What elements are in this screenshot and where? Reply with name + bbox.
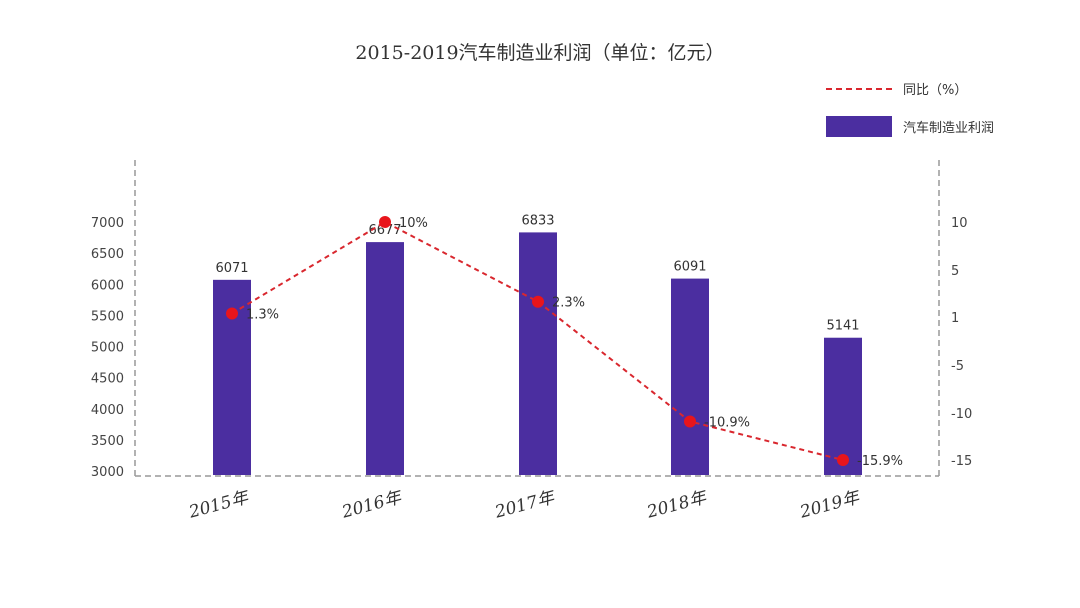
category-label: 2015年 — [186, 487, 252, 523]
left-tick-label: 3000 — [91, 465, 124, 480]
category-label: 2017年 — [492, 487, 558, 523]
right-tick-label: 10 — [951, 216, 968, 231]
left-tick-label: 6500 — [91, 247, 124, 262]
right-tick-label: 1 — [951, 311, 959, 326]
legend-line-label: 同比（%） — [903, 83, 967, 98]
left-tick-label: 5500 — [91, 309, 124, 324]
left-tick-labels: 3000 3500 4000 4500 5000 5500 6000 6500 7000 — [91, 216, 124, 480]
right-tick-labels: 10 5 1 -5 -10 -15 — [951, 216, 972, 469]
line-value-label: 2.3% — [552, 296, 585, 311]
bar-value-label: 6071 — [215, 261, 248, 276]
left-tick-label: 5000 — [91, 341, 124, 356]
line-point — [379, 216, 391, 228]
legend-bar-label: 汽车制造业利润 — [903, 120, 994, 136]
right-tick-label: -5 — [951, 359, 964, 374]
category-label: 2018年 — [644, 487, 710, 523]
line-point — [837, 454, 849, 466]
line-value-label: -15.9% — [857, 454, 903, 469]
left-tick-label: 4500 — [91, 372, 124, 387]
bar-value-label: 6091 — [673, 260, 706, 275]
axes — [134, 160, 940, 477]
bar-value-label: 5141 — [826, 319, 859, 334]
chart-title: 2015-2019汽车制造业利润（单位：亿元） — [355, 42, 724, 64]
line-value-label: 10% — [399, 216, 428, 231]
left-tick-label: 3500 — [91, 434, 124, 449]
line-point — [226, 307, 238, 320]
category-label: 2016年 — [339, 487, 405, 523]
line-value-label: 1.3% — [246, 307, 279, 322]
bar-value-label: 6833 — [521, 213, 554, 228]
right-tick-label: -15 — [951, 454, 972, 469]
bar — [366, 242, 404, 475]
category-label: 2019年 — [797, 487, 863, 523]
right-tick-label: 5 — [951, 264, 959, 279]
bar-value-label: 6677 — [368, 223, 401, 238]
line-value-label: -10.9% — [704, 415, 750, 430]
bar-value-labels: 6071 6677 6833 6091 5141 — [215, 213, 859, 333]
line-point — [532, 295, 544, 308]
left-tick-label: 6000 — [91, 278, 124, 293]
left-tick-label: 7000 — [91, 216, 124, 231]
legend: 同比（%） 汽车制造业利润 — [826, 83, 994, 137]
bar — [519, 232, 557, 475]
right-tick-label: -10 — [951, 407, 972, 422]
left-tick-label: 4000 — [91, 403, 124, 418]
legend-bar-swatch — [826, 116, 892, 137]
category-labels: 2015年 2016年 2017年 2018年 2019年 — [186, 487, 863, 523]
bar — [824, 337, 862, 475]
line-path — [231, 220, 844, 461]
line-series: 1.3% 10% 2.3% -10.9% -15.9% — [226, 216, 903, 469]
bar-series — [213, 232, 862, 475]
bar — [671, 278, 709, 475]
line-point — [684, 415, 696, 428]
